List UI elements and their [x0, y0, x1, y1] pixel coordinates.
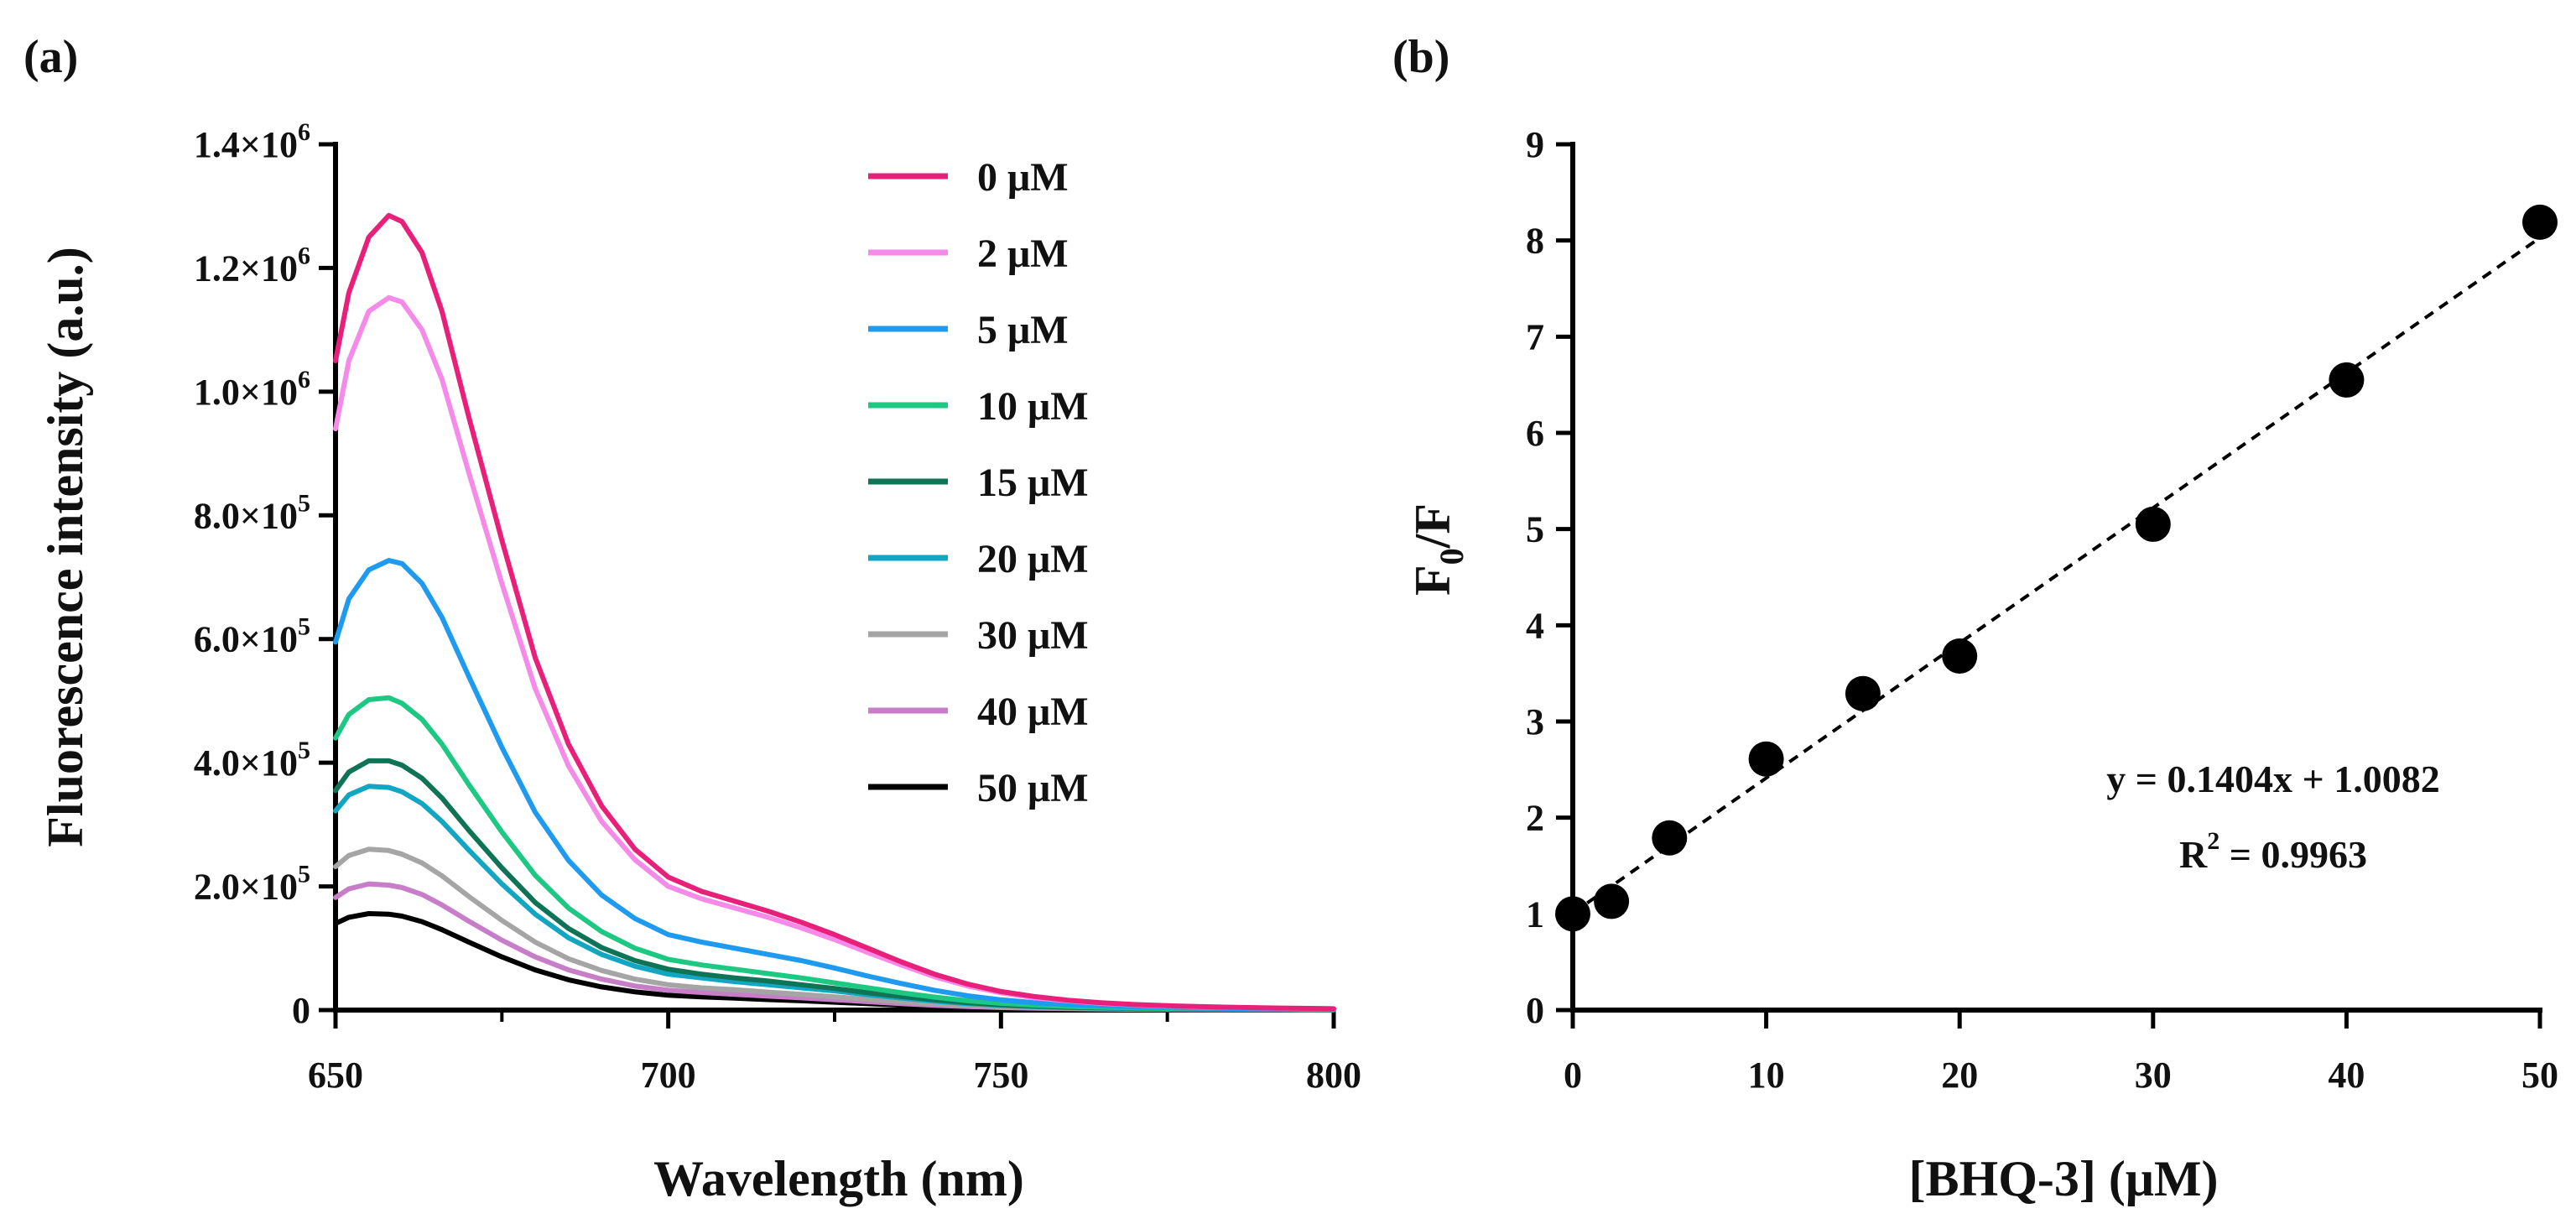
panel-b-x-tick-label: 30: [2135, 1055, 2172, 1096]
series-line-15uM: [333, 758, 1336, 1013]
fit-line: [1571, 236, 2542, 915]
panel-a-label: (a): [23, 31, 78, 83]
panel-a-y-tick-label: 2.0×105: [194, 861, 310, 908]
r2-superscript: 2: [2207, 827, 2220, 855]
panel-a-y-tick-label: 6.0×105: [194, 613, 310, 660]
panel-b-y-tick-label: 3: [1526, 701, 1544, 742]
panel-b-label: (b): [1392, 31, 1449, 83]
panel-a-y-tick-label: 1.2×106: [194, 242, 310, 289]
series-line-0uM: [333, 212, 1336, 1012]
panel-a-y-tick-label: 4.0×105: [194, 737, 310, 784]
panel-a-legend: 0 μM 2 μM 5 μM 10 μM 15 μM 20 μM 30 μM 40 μM 50 …: [868, 155, 1089, 810]
data-point: [2329, 362, 2365, 398]
panel-a: (a) 0 2.0×105 4.0×105 6.0×105 8.0×105 1.0×106…: [23, 31, 1361, 1206]
panel-a-x-axis-title: Wavelength (nm): [653, 1151, 1024, 1206]
data-point: [1652, 820, 1688, 856]
panel-b-y-tick-label: 7: [1526, 316, 1544, 357]
panel-b-axes: 0 1 2 3 4 5 6 7 8 9 0 10 20 30 40 50: [1526, 124, 2558, 1096]
panel-b-x-tick-label: 10: [1748, 1055, 1785, 1096]
data-point: [1555, 896, 1590, 932]
series-line-2uM: [333, 294, 1336, 1012]
data-point: [2135, 506, 2171, 542]
data-point: [1942, 638, 1978, 675]
legend-item: 2 μM: [868, 232, 1069, 276]
data-point: [1748, 741, 1784, 777]
panel-b-y-tick-label: 5: [1526, 509, 1544, 550]
panel-b-x-axis-title: [BHQ-3] (μM): [1909, 1151, 2219, 1206]
panel-b-y-tick-label: 0: [1526, 990, 1544, 1031]
panel-a-y-tick-label: 1.0×106: [194, 366, 310, 413]
legend-item: 30 μM: [868, 613, 1089, 658]
data-point: [1594, 883, 1630, 919]
legend-item: 15 μM: [868, 461, 1089, 505]
legend-item: 5 μM: [868, 308, 1069, 352]
panel-a-x-tick-label: 750: [973, 1055, 1028, 1096]
panel-b-y-tick-label: 1: [1526, 893, 1544, 935]
panel-a-x-tick-label: 650: [308, 1055, 363, 1096]
legend-label: 30 μM: [977, 613, 1089, 658]
data-point: [1845, 675, 1881, 711]
r2-label: R: [2179, 833, 2208, 876]
legend-item: 50 μM: [868, 766, 1089, 810]
series-line-20uM: [333, 784, 1336, 1013]
panel-a-axes: 0 2.0×105 4.0×105 6.0×105 8.0×105 1.0×106 1.2×…: [194, 118, 1361, 1096]
legend-item: 10 μM: [868, 384, 1089, 429]
panel-a-y-tick-label: 1.4×106: [194, 118, 310, 165]
panel-b-x-tick-label: 40: [2328, 1055, 2365, 1096]
panel-a-x-tick-label: 800: [1306, 1055, 1361, 1096]
legend-label: 10 μM: [977, 384, 1089, 429]
panel-b-y-tick-label: 9: [1526, 124, 1544, 165]
legend-label: 2 μM: [977, 232, 1069, 276]
legend-label: 5 μM: [977, 308, 1069, 352]
r2-value: = 0.9963: [2220, 833, 2367, 876]
panel-b-x-tick-label: 20: [1941, 1055, 1978, 1096]
panel-b-y-tick-label: 6: [1526, 413, 1544, 454]
panel-a-series: [333, 212, 1336, 1013]
fit-equation: y = 0.1404x + 1.0082: [2106, 758, 2439, 800]
legend-label: 0 μM: [977, 155, 1069, 200]
panel-b-y-tick-label: 4: [1526, 605, 1544, 646]
legend-item: 0 μM: [868, 155, 1069, 200]
series-line-10uM: [333, 695, 1336, 1013]
y-title-sub: 0: [1433, 548, 1470, 565]
legend-label: 50 μM: [977, 766, 1089, 810]
y-title-main: F: [1405, 565, 1460, 596]
panel-b-x-tick-label: 0: [1564, 1055, 1582, 1096]
y-title-rest: /F: [1405, 503, 1460, 549]
panel-b-fit: [1571, 236, 2542, 915]
panel-a-y-tick-label: 0: [292, 990, 310, 1031]
panel-b-y-tick-label: 8: [1526, 221, 1544, 262]
fit-r-squared: R2 = 0.9963: [2179, 827, 2367, 876]
legend-item: 40 μM: [868, 690, 1089, 734]
legend-item: 20 μM: [868, 537, 1089, 581]
panel-a-y-axis-title: Fluorescence intensity (a.u.): [38, 247, 93, 846]
panel-a-x-tick-label: 700: [641, 1055, 696, 1096]
panel-b-points: [1555, 204, 2558, 932]
legend-label: 20 μM: [977, 537, 1089, 581]
panel-a-y-tick-label: 8.0×105: [194, 489, 310, 536]
legend-label: 15 μM: [977, 461, 1089, 505]
data-point: [2522, 204, 2558, 240]
panel-b-y-axis-title: F0/F: [1405, 503, 1470, 596]
panel-b-x-tick-label: 50: [2521, 1055, 2558, 1096]
panel-b-y-tick-label: 2: [1526, 798, 1544, 839]
legend-label: 40 μM: [977, 690, 1089, 734]
